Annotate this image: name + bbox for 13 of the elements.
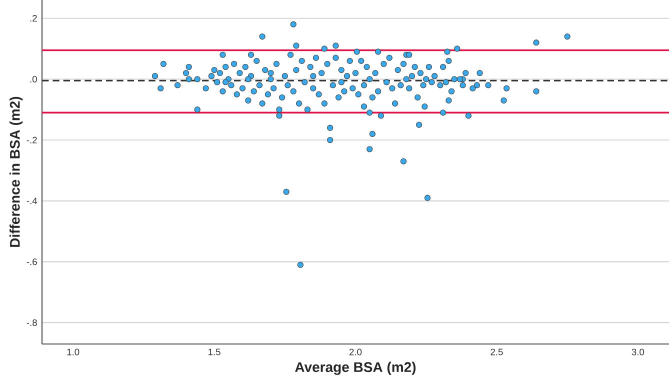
y-tick-label: .2 [30,15,37,22]
y-tick-label: -.8 [26,319,37,326]
x-tick-label: 1.0 [67,348,80,356]
x-tick-label: 2.0 [349,348,362,356]
y-axis-title: Difference in BSA (m2) [10,96,23,247]
x-axis-title: Average BSA (m2) [295,362,416,375]
x-tick-label: 2.5 [490,348,503,356]
y-tick-label: -.4 [26,198,38,204]
y-tick-label: -.6 [26,258,37,266]
x-tick-label: 3.0 [632,348,644,356]
y-tick-label: .0 [30,76,37,82]
x-tick-label: 1.5 [208,348,220,356]
y-tick-label: -.2 [26,136,37,144]
